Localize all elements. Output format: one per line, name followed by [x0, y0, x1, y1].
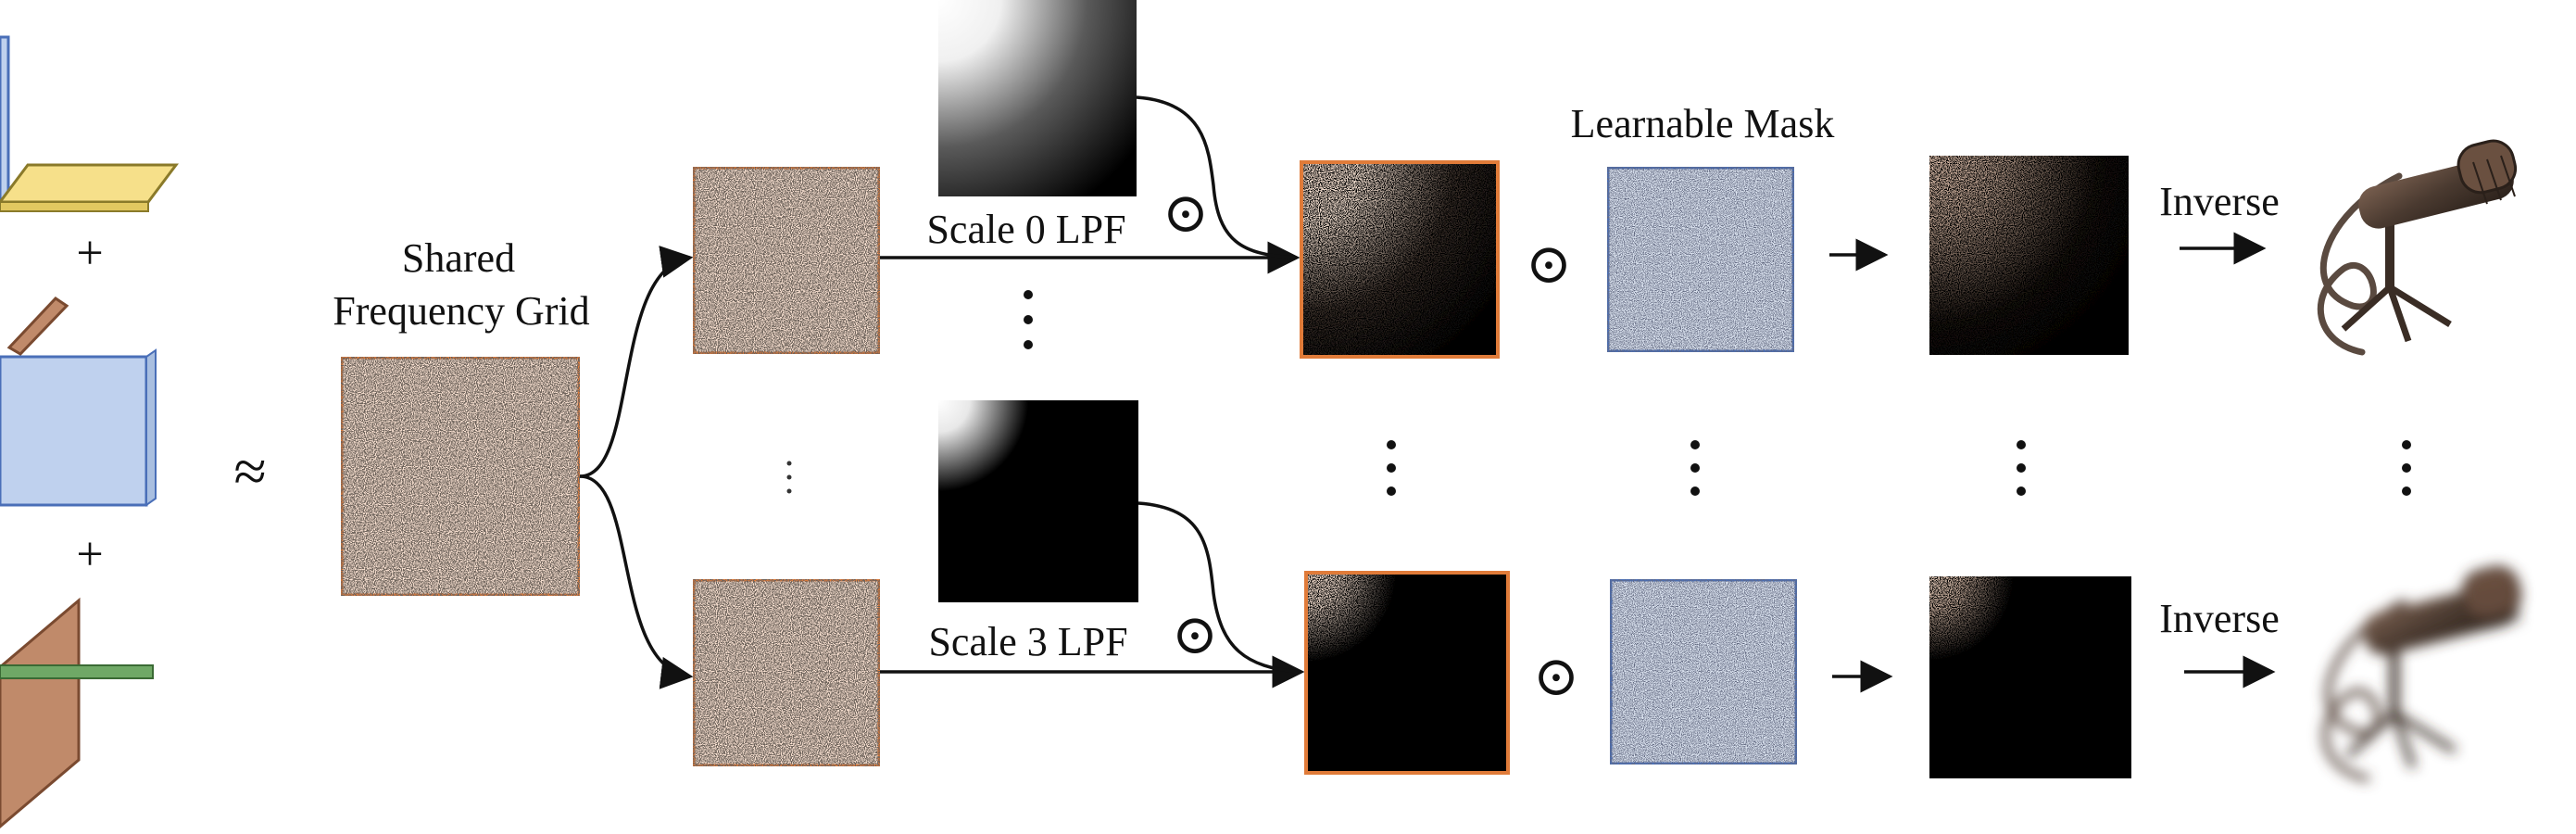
odot-lpf-scale0: ⊙	[1162, 183, 1209, 244]
masked-output-scale0	[1929, 156, 2129, 355]
shared-grid-label-line2: Frequency Grid	[333, 288, 589, 334]
learnable-mask-label: Learnable Mask	[1571, 101, 1835, 146]
mic-render-scale3	[2325, 562, 2524, 778]
mic-render-scale0	[2320, 136, 2519, 352]
triplane-xz	[0, 297, 157, 507]
plus-sign-2: +	[76, 528, 103, 581]
shared-grid-label-line1: Shared	[402, 235, 515, 281]
vertical-ellipsis-grid	[786, 461, 792, 494]
branch-arrow-top	[579, 246, 694, 478]
learnable-mask-scale0	[1604, 164, 1797, 355]
grid-copy-scale3	[690, 576, 883, 769]
branch-arrow-bottom	[579, 474, 694, 689]
grid-copy-scale0	[690, 164, 883, 357]
filtered-grid-scale0	[1300, 160, 1500, 359]
arrow-lpf3-curve	[1137, 501, 1300, 674]
inverse-label-scale3: Inverse	[2159, 596, 2280, 641]
filtered-grid-scale3	[1304, 571, 1510, 775]
odot-mask-scale3: ⊙	[1533, 646, 1579, 707]
masked-output-scale3	[1929, 576, 2131, 778]
lpf-scale0	[938, 0, 1137, 196]
vertical-ellipsis-output	[2017, 440, 2026, 496]
learnable-mask-scale3	[1607, 576, 1800, 767]
triplane-yz	[0, 597, 154, 828]
scale0-lpf-label: Scale 0 LPF	[926, 207, 1125, 252]
vertical-ellipsis-scale0	[1024, 290, 1033, 349]
approx-sign: ≈	[233, 438, 266, 504]
vertical-ellipsis-render	[2402, 440, 2411, 496]
plus-sign-1: +	[76, 227, 103, 280]
lpf-scale3	[938, 400, 1138, 602]
triplane-xy	[0, 35, 179, 212]
vertical-ellipsis-mask	[1690, 440, 1700, 496]
shared-frequency-grid	[338, 354, 583, 599]
arrow-lpf0-curve	[1136, 95, 1296, 259]
odot-lpf-scale3: ⊙	[1172, 604, 1218, 665]
inverse-label-scale0: Inverse	[2159, 179, 2280, 224]
odot-mask-scale0: ⊙	[1526, 234, 1572, 295]
vertical-ellipsis-filtered	[1387, 440, 1396, 496]
scale3-lpf-label: Scale 3 LPF	[928, 619, 1127, 664]
